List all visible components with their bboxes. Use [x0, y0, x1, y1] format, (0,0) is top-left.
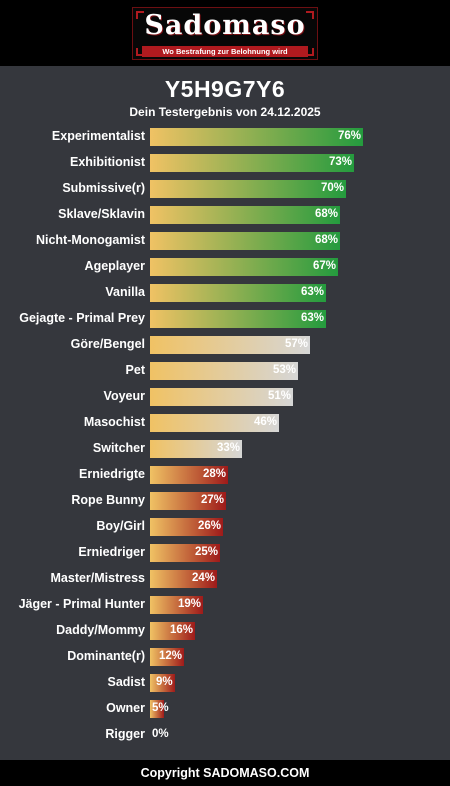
result-bar: [150, 180, 346, 198]
bar-label: Pet: [125, 363, 145, 377]
bar-label: Ageplayer: [84, 259, 145, 273]
bar-value-label: 70%: [321, 182, 345, 194]
bar-label: Vanilla: [105, 285, 145, 299]
logo-corner-ornament: [306, 48, 314, 56]
result-bar: [150, 362, 298, 380]
bar-label: Erniedrigte: [79, 467, 145, 481]
bar-value-label: 63%: [301, 286, 325, 298]
bar-value-label: 25%: [195, 546, 219, 558]
bar-label: Jäger - Primal Hunter: [18, 597, 145, 611]
bar-label: Masochist: [83, 415, 145, 429]
bar-label: Göre/Bengel: [70, 337, 145, 351]
bar-value-label: 68%: [315, 208, 339, 220]
result-bar: [150, 622, 195, 640]
bar-value-label: 19%: [178, 598, 202, 610]
logo-corner-ornament: [306, 11, 314, 19]
bar-value-label: 16%: [170, 624, 194, 636]
result-bar: [150, 440, 242, 458]
bar-label: Sadist: [107, 675, 145, 689]
result-bar: [150, 492, 226, 510]
bar-label: Daddy/Mommy: [56, 623, 145, 637]
bar-label: Exhibitionist: [70, 155, 145, 169]
bar-label: Dominante(r): [67, 649, 145, 663]
bar-value-label: 57%: [285, 338, 309, 350]
bar-value-label: 9%: [156, 676, 173, 688]
bar-label: Switcher: [92, 441, 145, 455]
bar-label: Boy/Girl: [96, 519, 145, 533]
logo-wordmark: Sadomaso: [144, 10, 306, 41]
bar-value-label: 73%: [329, 156, 353, 168]
bar-value-label: 5%: [152, 702, 169, 714]
header-bar: Sadomaso Wo Bestrafung zur Belohnung wir…: [0, 0, 450, 66]
result-bar: [150, 700, 164, 718]
result-bar: [150, 544, 220, 562]
bar-value-label: 53%: [273, 364, 297, 376]
result-bar: [150, 258, 338, 276]
result-bar: [150, 674, 175, 692]
bar-label: Rigger: [105, 727, 145, 741]
bar-label: Erniedriger: [78, 545, 145, 559]
result-bar: [150, 570, 217, 588]
bar-value-label: 63%: [301, 312, 325, 324]
result-bar: [150, 232, 340, 250]
result-bar: [150, 648, 184, 666]
result-bar: [150, 414, 279, 432]
bar-label: Gejagte - Primal Prey: [19, 311, 145, 325]
result-bar: [150, 310, 326, 328]
logo-tagline: Wo Bestrafung zur Belohnung wird: [142, 46, 308, 57]
result-bar: [150, 128, 363, 146]
bar-value-label: 46%: [254, 416, 278, 428]
result-bar: [150, 518, 223, 536]
bar-value-label: 68%: [315, 234, 339, 246]
bar-value-label: 27%: [201, 494, 225, 506]
footer-copyright: Copyright SADOMASO.COM: [0, 760, 450, 786]
bar-value-label: 28%: [203, 468, 227, 480]
bar-value-label: 0%: [152, 728, 169, 740]
logo-corner-ornament: [136, 48, 144, 56]
bar-value-label: 51%: [268, 390, 292, 402]
result-bar: [150, 336, 310, 354]
sadomaso-logo[interactable]: Sadomaso Wo Bestrafung zur Belohnung wir…: [132, 7, 318, 60]
bar-label: Master/Mistress: [50, 571, 146, 585]
bar-value-label: 12%: [159, 650, 183, 662]
bar-label: Submissive(r): [62, 181, 145, 195]
bar-label: Rope Bunny: [71, 493, 145, 507]
bar-label: Sklave/Sklavin: [58, 207, 145, 221]
result-bar: [150, 206, 340, 224]
bar-value-label: 33%: [217, 442, 241, 454]
result-bar: [150, 284, 326, 302]
result-date-subtitle: Dein Testergebnis von 24.12.2025: [129, 105, 321, 119]
result-bar: [150, 388, 293, 406]
result-bar: [150, 466, 228, 484]
bar-value-label: 24%: [192, 572, 216, 584]
bar-label: Experimentalist: [51, 129, 145, 143]
logo-corner-ornament: [136, 11, 144, 19]
bar-label: Owner: [106, 701, 145, 715]
result-bar: [150, 596, 203, 614]
result-bar: [150, 154, 354, 172]
bar-label: Voyeur: [103, 389, 145, 403]
bar-value-label: 26%: [198, 520, 222, 532]
bar-value-label: 67%: [313, 260, 337, 272]
bar-value-label: 76%: [338, 130, 362, 142]
page-title: Y5H9G7Y6: [164, 76, 286, 102]
bar-label: Nicht-Monogamist: [35, 233, 145, 247]
